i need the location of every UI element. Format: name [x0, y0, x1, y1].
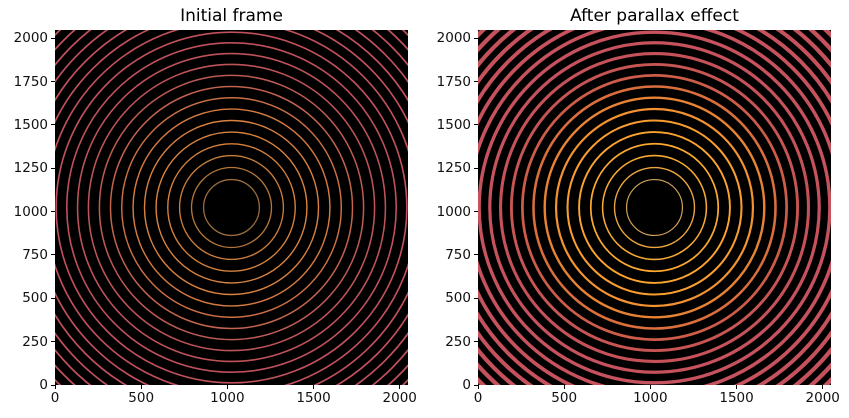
y-tick-mark: [51, 124, 55, 126]
y-tick-mark: [51, 341, 55, 343]
x-tick-mark: [399, 385, 401, 389]
y-tick-label: 750: [445, 246, 471, 263]
plot-title-after-parallax: After parallax effect: [570, 6, 739, 26]
y-tick-mark: [474, 211, 478, 213]
x-tick-mark: [226, 385, 228, 389]
rings-image-after-parallax: [478, 30, 831, 385]
x-tick-label: 0: [473, 390, 483, 406]
y-tick-label: 1000: [13, 203, 48, 220]
y-tick-label: 1750: [436, 73, 471, 90]
x-tick-label: 1500: [719, 390, 754, 406]
ring: [601, 154, 708, 261]
y-tick-mark: [474, 81, 478, 83]
ring: [488, 41, 821, 374]
x-tick-mark: [477, 385, 479, 389]
y-tick-label: 1500: [436, 116, 471, 133]
x-tick-label: 0: [50, 390, 60, 406]
y-tick-label: 1000: [436, 203, 471, 220]
ring: [613, 166, 696, 249]
ring: [532, 85, 777, 330]
y-tick-label: 1750: [13, 73, 48, 90]
y-tick-label: 1250: [13, 160, 48, 177]
y-tick-mark: [474, 341, 478, 343]
ring: [87, 63, 376, 352]
ring: [109, 85, 354, 330]
ring: [509, 62, 800, 353]
y-tick-label: 1500: [13, 116, 48, 133]
y-tick-label: 750: [22, 246, 48, 263]
x-tick-label: 2000: [805, 390, 840, 406]
x-tick-mark: [140, 385, 142, 389]
y-tick-label: 500: [445, 290, 471, 307]
ring: [65, 41, 398, 374]
ring: [120, 96, 343, 319]
y-tick-mark: [51, 37, 55, 39]
y-tick-mark: [474, 124, 478, 126]
ring: [76, 52, 387, 363]
x-tick-label: 2000: [382, 390, 417, 406]
y-tick-mark: [474, 37, 478, 39]
ring: [625, 178, 684, 237]
x-tick-mark: [563, 385, 565, 389]
x-tick-label: 500: [128, 390, 155, 406]
ring: [478, 30, 831, 385]
y-tick-mark: [474, 254, 478, 256]
plot-background: [55, 30, 408, 385]
y-tick-mark: [51, 167, 55, 169]
y-tick-mark: [51, 384, 55, 386]
ring: [521, 74, 788, 341]
y-tick-label: 250: [22, 333, 48, 350]
x-tick-mark: [822, 385, 824, 389]
ring: [98, 74, 365, 341]
ring: [554, 107, 755, 308]
y-tick-label: 2000: [13, 30, 48, 47]
ring: [202, 178, 261, 237]
y-tick-mark: [474, 384, 478, 386]
y-tick-label: 500: [22, 290, 48, 307]
ring: [132, 108, 331, 307]
plot-background: [478, 30, 831, 385]
y-tick-mark: [51, 254, 55, 256]
x-tick-label: 1500: [296, 390, 331, 406]
ring: [155, 131, 308, 284]
y-tick-label: 250: [445, 333, 471, 350]
ring: [589, 142, 720, 273]
x-tick-label: 500: [551, 390, 578, 406]
x-tick-mark: [736, 385, 738, 389]
y-tick-label: 2000: [436, 30, 471, 47]
ring: [543, 96, 766, 319]
x-tick-mark: [54, 385, 56, 389]
x-tick-label: 1000: [633, 390, 668, 406]
y-tick-label: 1250: [436, 160, 471, 177]
ring: [143, 119, 320, 296]
y-tick-mark: [51, 211, 55, 213]
y-tick-mark: [51, 81, 55, 83]
ring: [55, 31, 408, 384]
y-tick-mark: [474, 297, 478, 299]
ring: [578, 131, 731, 284]
x-tick-mark: [313, 385, 315, 389]
rings-image-initial-frame: [55, 30, 408, 385]
y-tick-label: 0: [39, 377, 48, 393]
ring: [167, 143, 296, 272]
ring: [190, 166, 273, 249]
plot-title-initial-frame: Initial frame: [180, 6, 283, 26]
y-tick-mark: [474, 167, 478, 169]
y-tick-label: 0: [462, 377, 471, 393]
ring: [499, 52, 810, 363]
y-tick-mark: [51, 297, 55, 299]
x-tick-mark: [649, 385, 651, 389]
ring: [566, 119, 743, 296]
x-tick-label: 1000: [210, 390, 245, 406]
ring: [178, 154, 285, 261]
